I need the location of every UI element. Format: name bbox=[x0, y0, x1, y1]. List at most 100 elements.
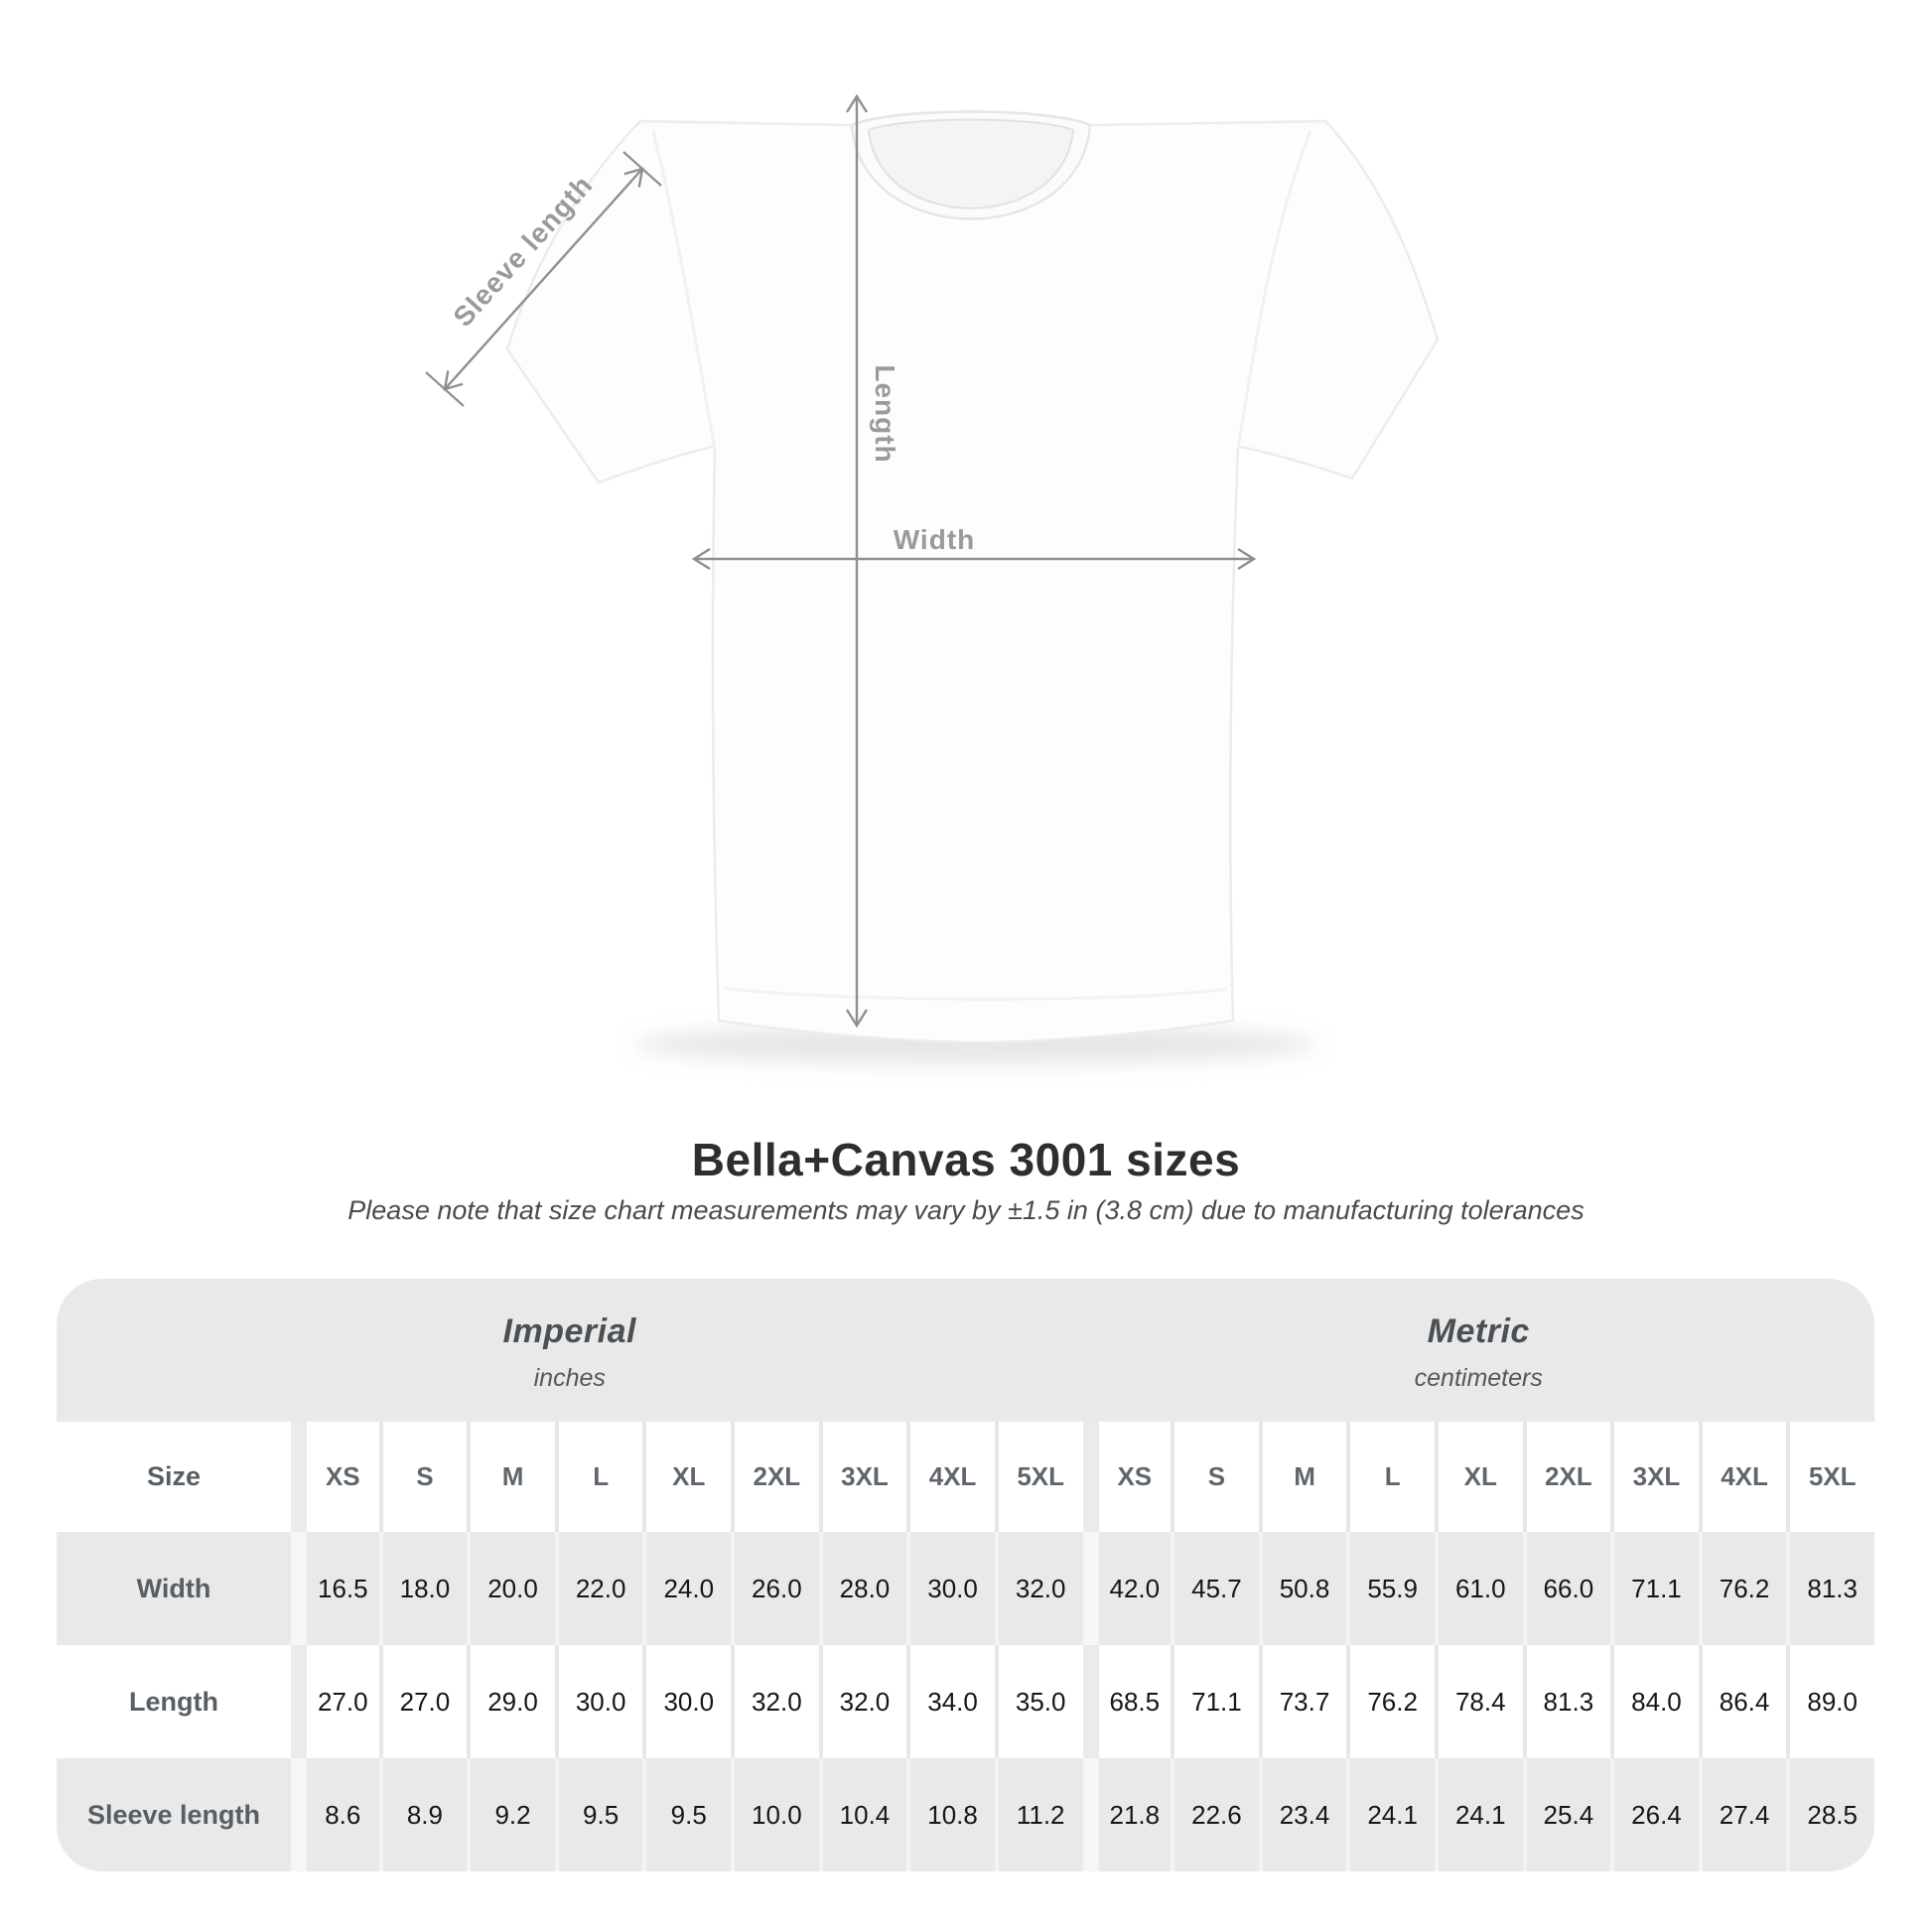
cell-length-imperial-m: 29.0 bbox=[467, 1645, 555, 1758]
length-label: Length bbox=[870, 364, 900, 464]
size-table-card: Imperial inches Metric centimeters Size … bbox=[57, 1279, 1874, 1871]
cell-width-metric-s: 45.7 bbox=[1171, 1532, 1259, 1645]
sleeve-length-row-label: Sleeve length bbox=[86, 1799, 261, 1830]
cell-sleeve-length-metric-4xl: 27.4 bbox=[1698, 1758, 1787, 1871]
cell-width-metric-4xl: 76.2 bbox=[1698, 1532, 1787, 1645]
tshirt-body bbox=[505, 110, 1440, 1044]
size-header-imperial-m: M bbox=[467, 1422, 555, 1532]
cell-width-imperial-xs: 16.5 bbox=[291, 1532, 379, 1645]
cell-sleeve-length-imperial-m: 9.2 bbox=[467, 1758, 555, 1871]
width-label: Width bbox=[893, 524, 976, 555]
units-band: Imperial inches Metric centimeters bbox=[57, 1279, 1874, 1422]
size-header-imperial-l: L bbox=[554, 1422, 643, 1532]
size-header-metric-3xl: 3XL bbox=[1610, 1422, 1699, 1532]
cell-sleeve-length-metric-3xl: 26.4 bbox=[1610, 1758, 1699, 1871]
cell-sleeve-length-metric-m: 23.4 bbox=[1258, 1758, 1347, 1871]
cell-length-metric-2xl: 81.3 bbox=[1522, 1645, 1611, 1758]
cell-sleeve-length-imperial-4xl: 10.8 bbox=[906, 1758, 995, 1871]
cell-width-metric-5xl: 81.3 bbox=[1786, 1532, 1874, 1645]
hem-stitch-line bbox=[724, 986, 1228, 1001]
cell-length-imperial-l: 30.0 bbox=[554, 1645, 643, 1758]
cell-length-imperial-5xl: 35.0 bbox=[994, 1645, 1083, 1758]
imperial-unit-label: inches bbox=[533, 1364, 606, 1392]
cell-sleeve-length-imperial-3xl: 10.4 bbox=[818, 1758, 907, 1871]
width-row-label: Width bbox=[136, 1573, 211, 1603]
collar-inner bbox=[867, 118, 1075, 209]
cell-width-imperial-5xl: 32.0 bbox=[994, 1532, 1083, 1645]
cell-width-metric-xs: 42.0 bbox=[1082, 1532, 1172, 1645]
cell-sleeve-length-metric-s: 22.6 bbox=[1171, 1758, 1259, 1871]
sleeve-length-row: Sleeve length 8.6 8.9 9.2 9.5 9.5 10.0 10.4 10.… bbox=[57, 1758, 1874, 1871]
size-header-metric-xl: XL bbox=[1434, 1422, 1523, 1532]
cell-sleeve-length-imperial-xs: 8.6 bbox=[291, 1758, 379, 1871]
cell-length-imperial-3xl: 32.0 bbox=[818, 1645, 907, 1758]
size-column-header: Size bbox=[146, 1461, 202, 1491]
size-header-imperial-3xl: 3XL bbox=[818, 1422, 907, 1532]
cell-sleeve-length-imperial-5xl: 11.2 bbox=[994, 1758, 1083, 1871]
cell-sleeve-length-imperial-s: 8.9 bbox=[378, 1758, 468, 1871]
cell-sleeve-length-imperial-xl: 9.5 bbox=[642, 1758, 731, 1871]
size-header-imperial-xl: XL bbox=[642, 1422, 731, 1532]
size-header-metric-m: M bbox=[1258, 1422, 1347, 1532]
cell-length-metric-m: 73.7 bbox=[1258, 1645, 1347, 1758]
size-header-metric-2xl: 2XL bbox=[1522, 1422, 1611, 1532]
cell-width-imperial-l: 22.0 bbox=[554, 1532, 643, 1645]
cell-width-metric-m: 50.8 bbox=[1258, 1532, 1347, 1645]
tolerance-note: Please note that size chart measurements… bbox=[347, 1195, 1585, 1225]
cell-width-imperial-m: 20.0 bbox=[467, 1532, 555, 1645]
imperial-label: Imperial bbox=[502, 1312, 636, 1350]
tshirt-graphic bbox=[425, 93, 1440, 1064]
size-header-row: Size XS S M L XL 2XL 3XL 4XL 5XL XS S M L XL 2XL 3XL 4XL… bbox=[57, 1422, 1874, 1532]
cell-length-metric-l: 76.2 bbox=[1346, 1645, 1435, 1758]
sleeve-length-end-tick bbox=[425, 371, 465, 407]
cell-width-imperial-xl: 24.0 bbox=[642, 1532, 731, 1645]
size-header-imperial-2xl: 2XL bbox=[731, 1422, 819, 1532]
tshirt-measurement-diagram: Sleeve length Length Width bbox=[425, 93, 1440, 1064]
cell-width-metric-xl: 61.0 bbox=[1434, 1532, 1523, 1645]
cell-sleeve-length-metric-5xl: 28.5 bbox=[1786, 1758, 1874, 1871]
cell-length-metric-4xl: 86.4 bbox=[1698, 1645, 1787, 1758]
size-header-metric-xs: XS bbox=[1082, 1422, 1172, 1532]
cell-length-metric-s: 71.1 bbox=[1171, 1645, 1259, 1758]
right-sleeve-seam bbox=[1236, 130, 1312, 450]
sleeve-length-start-tick bbox=[622, 151, 662, 187]
imperial-group-header: Imperial inches bbox=[57, 1279, 1083, 1422]
cell-width-metric-l: 55.9 bbox=[1346, 1532, 1435, 1645]
length-row: Length 27.0 27.0 29.0 30.0 30.0 32.0 32.0 34.0 3… bbox=[57, 1645, 1874, 1758]
cell-sleeve-length-imperial-2xl: 10.0 bbox=[731, 1758, 819, 1871]
size-header-metric-4xl: 4XL bbox=[1698, 1422, 1787, 1532]
cell-length-metric-5xl: 89.0 bbox=[1786, 1645, 1874, 1758]
cell-length-metric-3xl: 84.0 bbox=[1610, 1645, 1699, 1758]
cell-sleeve-length-metric-2xl: 25.4 bbox=[1522, 1758, 1611, 1871]
cell-length-metric-xl: 78.4 bbox=[1434, 1645, 1523, 1758]
cell-width-imperial-s: 18.0 bbox=[378, 1532, 468, 1645]
hem-shadow bbox=[633, 1025, 1318, 1064]
cell-sleeve-length-metric-l: 24.1 bbox=[1346, 1758, 1435, 1871]
size-header-imperial-4xl: 4XL bbox=[906, 1422, 995, 1532]
cell-length-imperial-s: 27.0 bbox=[378, 1645, 468, 1758]
cell-width-imperial-3xl: 28.0 bbox=[818, 1532, 907, 1645]
size-header-metric-l: L bbox=[1346, 1422, 1435, 1532]
cell-sleeve-length-imperial-l: 9.5 bbox=[554, 1758, 643, 1871]
size-header-imperial-xs: XS bbox=[291, 1422, 379, 1532]
cell-length-imperial-xl: 30.0 bbox=[642, 1645, 731, 1758]
metric-unit-label: centimeters bbox=[1414, 1364, 1543, 1392]
page-title: Bella+Canvas 3001 sizes bbox=[691, 1134, 1241, 1185]
cell-sleeve-length-metric-xs: 21.8 bbox=[1082, 1758, 1172, 1871]
cell-width-metric-2xl: 66.0 bbox=[1522, 1532, 1611, 1645]
cell-length-imperial-xs: 27.0 bbox=[291, 1645, 379, 1758]
cell-width-imperial-4xl: 30.0 bbox=[906, 1532, 995, 1645]
metric-group-header: Metric centimeters bbox=[1083, 1279, 1875, 1422]
size-header-metric-s: S bbox=[1171, 1422, 1259, 1532]
width-row: Width 16.5 18.0 20.0 22.0 24.0 26.0 28.0 30.0 32… bbox=[57, 1532, 1874, 1645]
cell-length-imperial-2xl: 32.0 bbox=[731, 1645, 819, 1758]
sleeve-length-line bbox=[443, 167, 644, 391]
cell-length-imperial-4xl: 34.0 bbox=[906, 1645, 995, 1758]
size-header-metric-5xl: 5XL bbox=[1786, 1422, 1874, 1532]
cell-width-metric-3xl: 71.1 bbox=[1610, 1532, 1699, 1645]
left-sleeve-seam bbox=[651, 130, 717, 450]
size-header-imperial-s: S bbox=[378, 1422, 468, 1532]
cell-length-metric-xs: 68.5 bbox=[1082, 1645, 1172, 1758]
cell-width-imperial-2xl: 26.0 bbox=[731, 1532, 819, 1645]
